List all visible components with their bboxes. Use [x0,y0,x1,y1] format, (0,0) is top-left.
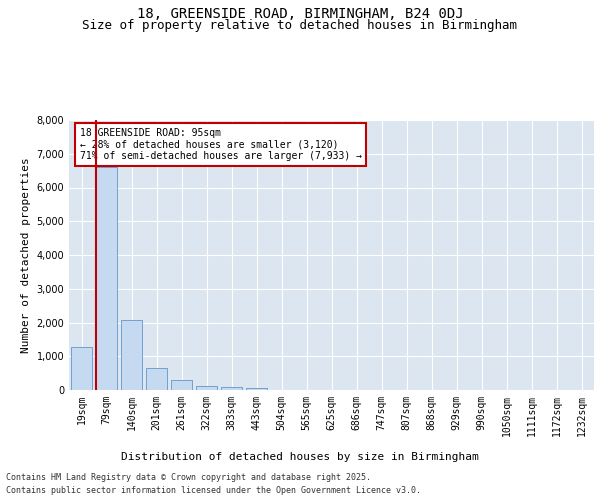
Bar [196,386,217,390]
Text: Contains HM Land Registry data © Crown copyright and database right 2025.: Contains HM Land Registry data © Crown c… [6,472,371,482]
Text: Size of property relative to detached houses in Birmingham: Size of property relative to detached ho… [83,19,517,32]
Bar [246,388,267,390]
Text: 18 GREENSIDE ROAD: 95sqm
← 28% of detached houses are smaller (3,120)
71% of sem: 18 GREENSIDE ROAD: 95sqm ← 28% of detach… [79,128,361,162]
Bar [146,368,167,390]
Bar [71,347,92,390]
Text: 18, GREENSIDE ROAD, BIRMINGHAM, B24 0DJ: 18, GREENSIDE ROAD, BIRMINGHAM, B24 0DJ [137,8,463,22]
Bar [221,388,242,390]
Text: Contains public sector information licensed under the Open Government Licence v3: Contains public sector information licen… [6,486,421,495]
Text: Distribution of detached houses by size in Birmingham: Distribution of detached houses by size … [121,452,479,462]
Bar [121,320,142,390]
Bar [171,380,192,390]
Y-axis label: Number of detached properties: Number of detached properties [21,157,31,353]
Bar [96,166,117,390]
